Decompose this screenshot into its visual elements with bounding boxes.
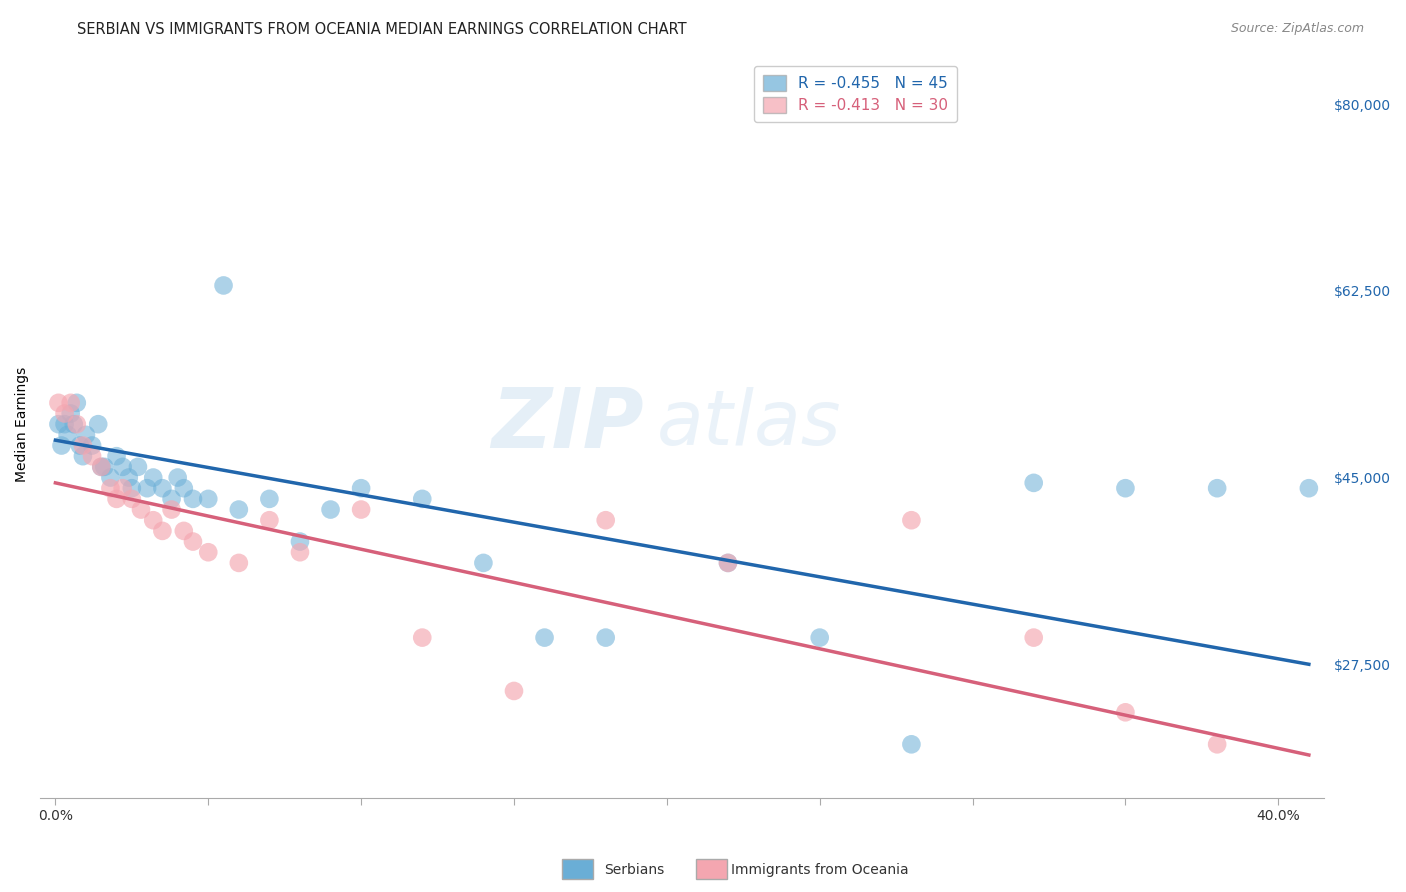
- Point: [1022, 631, 1045, 645]
- Point: [75, 427, 97, 442]
- Point: [105, 449, 128, 463]
- Point: [900, 513, 922, 527]
- Point: [59, 407, 82, 421]
- Point: [72, 438, 94, 452]
- Point: [90, 459, 112, 474]
- Point: [166, 470, 188, 484]
- Point: [121, 491, 143, 506]
- Text: SERBIAN VS IMMIGRANTS FROM OCEANIA MEDIAN EARNINGS CORRELATION CHART: SERBIAN VS IMMIGRANTS FROM OCEANIA MEDIA…: [77, 22, 688, 37]
- Text: Source: ZipAtlas.com: Source: ZipAtlas.com: [1230, 22, 1364, 36]
- Point: [152, 481, 174, 495]
- Point: [533, 631, 555, 645]
- Point: [160, 502, 183, 516]
- Point: [181, 491, 204, 506]
- Point: [1114, 706, 1136, 720]
- Point: [181, 534, 204, 549]
- Point: [80, 438, 103, 452]
- Point: [53, 407, 76, 421]
- Point: [56, 427, 79, 442]
- Point: [228, 502, 250, 516]
- Point: [160, 491, 183, 506]
- Point: [129, 502, 152, 516]
- Point: [62, 417, 84, 432]
- Point: [1206, 481, 1229, 495]
- Point: [48, 417, 70, 432]
- Point: [595, 513, 617, 527]
- Point: [411, 491, 433, 506]
- Point: [1022, 475, 1045, 490]
- Point: [51, 438, 73, 452]
- Point: [66, 417, 89, 432]
- Point: [228, 556, 250, 570]
- Point: [808, 631, 831, 645]
- Point: [350, 502, 373, 516]
- Point: [48, 396, 70, 410]
- Point: [595, 631, 617, 645]
- Point: [472, 556, 495, 570]
- Point: [717, 556, 740, 570]
- Point: [152, 524, 174, 538]
- Point: [1206, 737, 1229, 751]
- Point: [69, 438, 91, 452]
- Point: [90, 459, 112, 474]
- Point: [1114, 481, 1136, 495]
- Point: [503, 684, 526, 698]
- Point: [212, 278, 235, 293]
- Point: [259, 513, 281, 527]
- Point: [259, 491, 281, 506]
- Text: Serbians: Serbians: [605, 863, 665, 877]
- Point: [66, 396, 89, 410]
- Point: [411, 631, 433, 645]
- Point: [350, 481, 373, 495]
- Point: [121, 481, 143, 495]
- Legend: R = -0.455   N = 45, R = -0.413   N = 30: R = -0.455 N = 45, R = -0.413 N = 30: [754, 66, 957, 122]
- Point: [118, 470, 141, 484]
- Text: ZIP: ZIP: [491, 384, 644, 465]
- Point: [111, 481, 134, 495]
- Y-axis label: Median Earnings: Median Earnings: [15, 367, 30, 482]
- Point: [93, 459, 115, 474]
- Text: Immigrants from Oceania: Immigrants from Oceania: [731, 863, 908, 877]
- Point: [142, 513, 165, 527]
- Point: [142, 470, 165, 484]
- Point: [53, 417, 76, 432]
- Point: [319, 502, 342, 516]
- Point: [717, 556, 740, 570]
- Point: [136, 481, 159, 495]
- Point: [127, 459, 149, 474]
- Point: [80, 449, 103, 463]
- Point: [173, 481, 195, 495]
- Point: [900, 737, 922, 751]
- Point: [105, 491, 128, 506]
- Point: [197, 545, 219, 559]
- Point: [72, 449, 94, 463]
- Point: [288, 545, 311, 559]
- Point: [288, 534, 311, 549]
- Point: [1298, 481, 1320, 495]
- Point: [59, 396, 82, 410]
- Point: [100, 470, 122, 484]
- Point: [173, 524, 195, 538]
- Point: [87, 417, 110, 432]
- Point: [111, 459, 134, 474]
- Point: [100, 481, 122, 495]
- Point: [197, 491, 219, 506]
- Text: atlas: atlas: [657, 387, 841, 461]
